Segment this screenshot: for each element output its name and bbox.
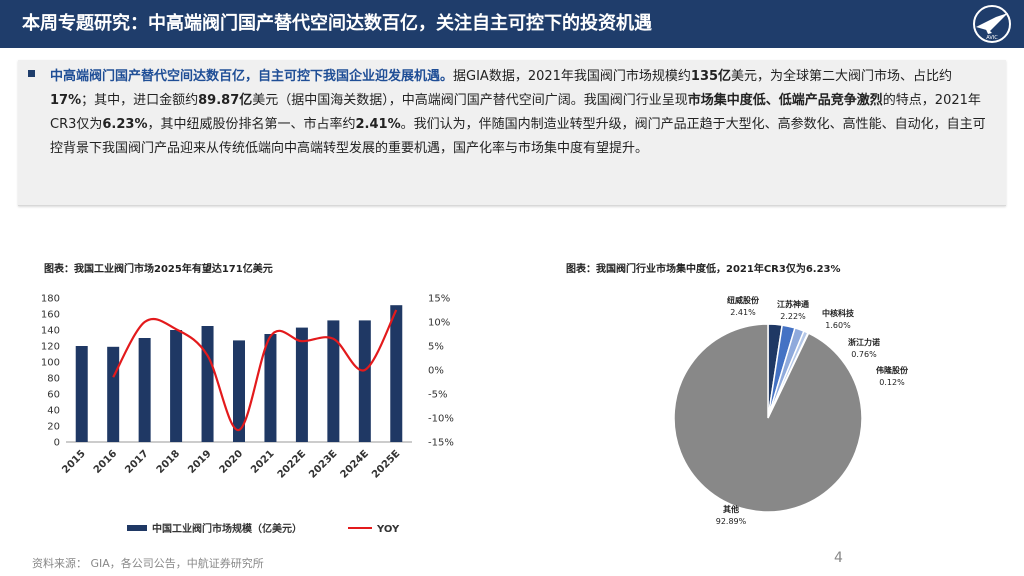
summary-heading: 中高端阀门国产替代空间达数百亿，自主可控下我国企业迎发展机遇。 [50, 69, 454, 84]
bullet-square-icon [28, 70, 35, 77]
pie-slice-label: 浙江力诺 [848, 337, 880, 347]
pie-slice-value: 0.76% [851, 350, 877, 359]
pie-slice [673, 323, 863, 513]
summary-segment: 美元（据中国海关数据），中高端阀门国产替代空间广阔。我国阀门行业呈现 [252, 93, 688, 108]
bar [233, 340, 245, 442]
y-left-tick-label: 120 [41, 342, 60, 353]
pie-slice-value: 92.89% [716, 517, 747, 526]
pie-slice-value: 2.41% [730, 308, 756, 317]
summary-bold: 市场集中度低、低端产品竞争激烈 [687, 93, 883, 108]
summary-bold: 6.23% [102, 117, 148, 132]
page-number: 4 [834, 550, 843, 566]
yoy-line [112, 309, 398, 432]
source-note: 资料来源： GIA，各公司公告，中航证券研究所 [32, 557, 264, 570]
bar [75, 346, 88, 442]
y-right-tick-label: 5% [428, 342, 444, 353]
pie-slice-value: 2.22% [780, 312, 806, 321]
y-left-tick-label: 40 [47, 406, 60, 417]
pie-slice-label: 江苏神通 [777, 299, 809, 309]
y-right-tick-label: 0% [428, 366, 444, 377]
bar [295, 327, 308, 442]
legend-line-label: YOY [376, 524, 400, 535]
summary-segment: 据GIA数据，2021年我国阀门市场规模约 [453, 69, 691, 84]
pie-slice-value: 0.12% [879, 378, 905, 387]
summary-segment: 美元，为全球第二大阀门市场、占比约 [731, 69, 953, 84]
summary-bold: 89.87亿 [198, 93, 253, 108]
y-left-tick-label: 20 [47, 422, 60, 433]
bar [390, 305, 403, 442]
pie-slice-label: 纽威股份 [727, 295, 760, 305]
y-left-tick-label: 100 [41, 358, 60, 369]
pie-slice-value: 1.60% [825, 321, 851, 330]
svg-text:AVIC: AVIC [986, 35, 998, 41]
legend-bar-swatch [127, 525, 147, 531]
summary-bold: 2.41% [355, 117, 401, 132]
pie-slice-label: 伟隆股份 [876, 365, 909, 375]
bar [201, 326, 214, 442]
summary-bold: 135亿 [690, 69, 732, 84]
summary-segment: ，其中纽威股份排名第一、市占率约 [147, 117, 356, 132]
y-right-tick-label: -15% [428, 438, 454, 449]
y-left-tick-label: 80 [47, 374, 60, 385]
bar [358, 320, 371, 442]
bar [138, 338, 151, 442]
y-right-tick-label: -5% [428, 390, 447, 401]
summary-box: 中高端阀门国产替代空间达数百亿，自主可控下我国企业迎发展机遇。据GIA数据，20… [18, 60, 1006, 206]
pie-chart-title: 图表：我国阀门行业市场集中度低，2021年CR3仅为6.23% [566, 264, 841, 275]
y-left-tick-label: 0 [54, 438, 60, 449]
bar [170, 330, 183, 442]
y-left-tick-label: 180 [41, 294, 60, 305]
bar [264, 334, 277, 442]
summary-bold: 17% [50, 93, 82, 108]
bar-chart-title: 图表：我国工业阀门市场2025年有望达171亿美元 [44, 264, 273, 275]
header-bar: 本周专题研究：中高端阀门国产替代空间达数百亿，关注自主可控下的投资机遇 AVIC [0, 0, 1024, 48]
y-right-tick-label: -10% [428, 414, 454, 425]
summary-segment: 。我们认为，伴随国内制造业转型升级，阀门产品正趋于大型化、高参数化、高性能、自动… [50, 117, 986, 156]
pie-slice-label: 其他 [723, 504, 739, 514]
y-left-tick-label: 60 [47, 390, 60, 401]
summary-segment: 的特点，2021年CR3仅为 [50, 93, 981, 132]
legend-bar-label: 中国工业阀门市场规模（亿美元） [152, 522, 302, 535]
y-right-tick-label: 10% [428, 318, 450, 329]
y-left-tick-label: 160 [41, 310, 60, 321]
summary-text: 中高端阀门国产替代空间达数百亿，自主可控下我国企业迎发展机遇。据GIA数据，20… [50, 65, 995, 161]
summary-segment: ；其中，进口金额约 [81, 93, 199, 108]
avic-logo: AVIC [973, 5, 1011, 43]
pie-slice-label: 中核科技 [822, 308, 855, 318]
page-title: 本周专题研究：中高端阀门国产替代空间达数百亿，关注自主可控下的投资机遇 [22, 13, 652, 34]
y-left-tick-label: 140 [41, 326, 60, 337]
y-right-tick-label: 15% [428, 294, 450, 305]
bar [327, 320, 340, 442]
